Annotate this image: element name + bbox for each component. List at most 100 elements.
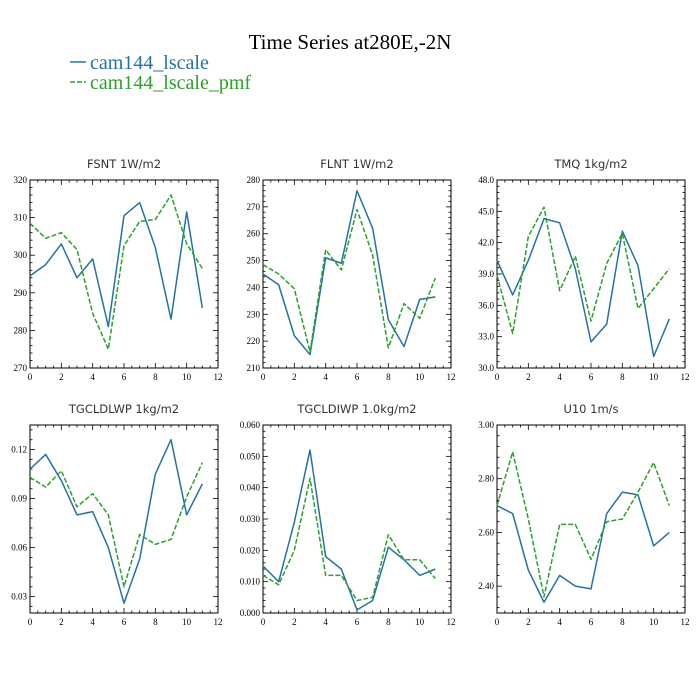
x-tick-label: 6: [589, 617, 594, 627]
plot-frame: [262, 179, 452, 369]
x-tick-label: 10: [415, 617, 425, 627]
x-tick-label: 4: [90, 372, 95, 382]
panels-container: FSNT 1W/m20 2 4 6 8 10 12270280290300310320FLN…: [11, 157, 689, 627]
series-line-cam144-lscale: [496, 491, 670, 604]
y-tick-label: 45.0: [478, 206, 494, 216]
series-line-cam144-lscale-pmf: [262, 208, 437, 353]
y-tick-label: 320: [14, 175, 28, 185]
series-line-cam144-lscale: [262, 449, 436, 611]
plot-frame: [29, 179, 219, 369]
series-line-cam144-lscale-pmf: [29, 462, 204, 588]
y-tick-label: 30.0: [478, 363, 494, 373]
y-tick-label: 260: [247, 229, 261, 239]
x-tick-label: 6: [355, 617, 360, 627]
x-tick-label: 0: [495, 372, 500, 382]
x-tick-label: 4: [323, 372, 328, 382]
x-tick-label: 8: [620, 617, 625, 627]
y-tick-label: 48.0: [478, 175, 494, 185]
panel-6: U10 1m/s 0 2 4 6 8 10 12 2.40 2.60 2.80 3.00: [478, 402, 689, 627]
panel-title: TGCLDIWP 1.0kg/m2: [296, 402, 416, 416]
y-tick-label: 0.060: [240, 420, 261, 430]
y-tick-label: 0.020: [240, 545, 261, 555]
panel-4: TGCLDLWP 1kg/m2 0 2 4 6 8 10 12 0.03 0.06 0.09 0.12: [11, 402, 222, 627]
x-tick-label: 8: [386, 372, 391, 382]
x-tick-label: 6: [122, 372, 127, 382]
y-tick-label: 3.00: [478, 420, 494, 430]
legend-label-cam144-lscale: cam144_lscale: [90, 52, 209, 74]
x-tick-label: 8: [153, 372, 158, 382]
x-tick-label: 12: [681, 617, 690, 627]
x-tick-label: 2: [526, 372, 531, 382]
y-tick-label: 0.09: [11, 494, 27, 504]
x-tick-label: 12: [447, 372, 456, 382]
series-line-cam144-lscale-pmf: [29, 194, 203, 350]
y-tick-label: 300: [14, 250, 28, 260]
x-tick-label: 0: [28, 617, 33, 627]
x-tick-label: 2: [526, 617, 531, 627]
y-tick-label: 270: [14, 363, 28, 373]
y-tick-label: 290: [14, 288, 28, 298]
y-tick-label: 2.60: [478, 527, 494, 537]
y-tick-label: 280: [247, 175, 261, 185]
panel-title: TGCLDLWP 1kg/m2: [68, 402, 179, 416]
x-tick-label: 10: [649, 372, 659, 382]
x-tick-label: 6: [589, 372, 594, 382]
series-line-cam144-lscale: [29, 201, 204, 328]
x-tick-label: 10: [182, 617, 192, 627]
y-tick-label: 2.40: [478, 581, 494, 591]
x-tick-label: 2: [292, 617, 297, 627]
y-tick-label: 0.010: [240, 577, 261, 587]
panel-2: FLNT 1W/m2 0 2 4 6 8 10 12 210 220 230 240 250 260 270…: [247, 157, 456, 382]
x-tick-label: 4: [557, 372, 562, 382]
x-tick-label: 2: [59, 617, 64, 627]
y-tick-label: 36.0: [478, 300, 494, 310]
series-line-cam144-lscale: [262, 189, 436, 356]
y-tick-label: 0.06: [11, 543, 27, 553]
y-tick-label: 250: [247, 256, 261, 266]
x-tick-label: 6: [355, 372, 360, 382]
y-tick-label: 42.0: [478, 238, 494, 248]
x-tick-label: 4: [90, 617, 95, 627]
y-tick-label: 240: [247, 282, 261, 292]
series-line-cam144-lscale-pmf: [496, 451, 671, 598]
y-tick-label: 39.0: [478, 269, 494, 279]
x-tick-label: 12: [681, 372, 690, 382]
x-tick-label: 0: [261, 372, 266, 382]
series-line-cam144-lscale: [496, 217, 671, 358]
x-tick-label: 0: [261, 617, 266, 627]
x-tick-label: 4: [557, 617, 562, 627]
x-tick-label: 2: [292, 372, 297, 382]
x-tick-label: 0: [495, 617, 500, 627]
plot-frame: [262, 424, 452, 614]
y-tick-label: 210: [247, 363, 261, 373]
panel-1: FSNT 1W/m2 0 2 4 6 8 10 12 270 280 290 300 310 320: [14, 157, 223, 382]
x-tick-label: 2: [59, 372, 64, 382]
panel-3: TMQ 1kg/m2 0 2 4 6 8 10 12 30.0 33.0 36.0 39.0 42.0 4…: [478, 157, 689, 382]
x-tick-label: 12: [447, 617, 456, 627]
y-tick-label: 0.12: [11, 445, 27, 455]
figure-title: Time Series at280E,-2N: [249, 30, 452, 54]
panel-title: U10 1m/s: [563, 402, 618, 416]
y-tick-label: 0.050: [240, 451, 261, 461]
legend: cam144_lscale cam144_lscale_pmf: [70, 52, 251, 94]
y-tick-label: 33.0: [478, 332, 494, 342]
y-tick-label: 230: [247, 309, 261, 319]
x-tick-label: 8: [620, 372, 625, 382]
x-tick-label: 4: [323, 617, 328, 627]
legend-label-cam144-lscale-pmf: cam144_lscale_pmf: [90, 72, 251, 94]
series-line-cam144-lscale-pmf: [496, 206, 670, 335]
plot-frame: [496, 424, 686, 614]
panel-title: FSNT 1W/m2: [87, 157, 161, 171]
y-tick-label: 310: [14, 213, 28, 223]
x-tick-label: 10: [415, 372, 425, 382]
x-tick-label: 10: [649, 617, 659, 627]
x-tick-label: 10: [182, 372, 192, 382]
y-tick-label: 0.000: [240, 608, 261, 618]
x-tick-label: 8: [153, 617, 158, 627]
x-tick-label: 6: [122, 617, 127, 627]
y-tick-label: 2.80: [478, 474, 494, 484]
y-tick-label: 280: [14, 325, 28, 335]
x-tick-label: 0: [28, 372, 33, 382]
